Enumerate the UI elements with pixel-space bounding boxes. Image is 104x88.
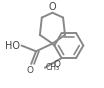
Text: O: O [27, 66, 34, 75]
Text: CH₃: CH₃ [46, 63, 60, 72]
Text: O: O [49, 2, 56, 12]
Text: HO: HO [5, 41, 20, 51]
Text: O: O [53, 60, 60, 69]
